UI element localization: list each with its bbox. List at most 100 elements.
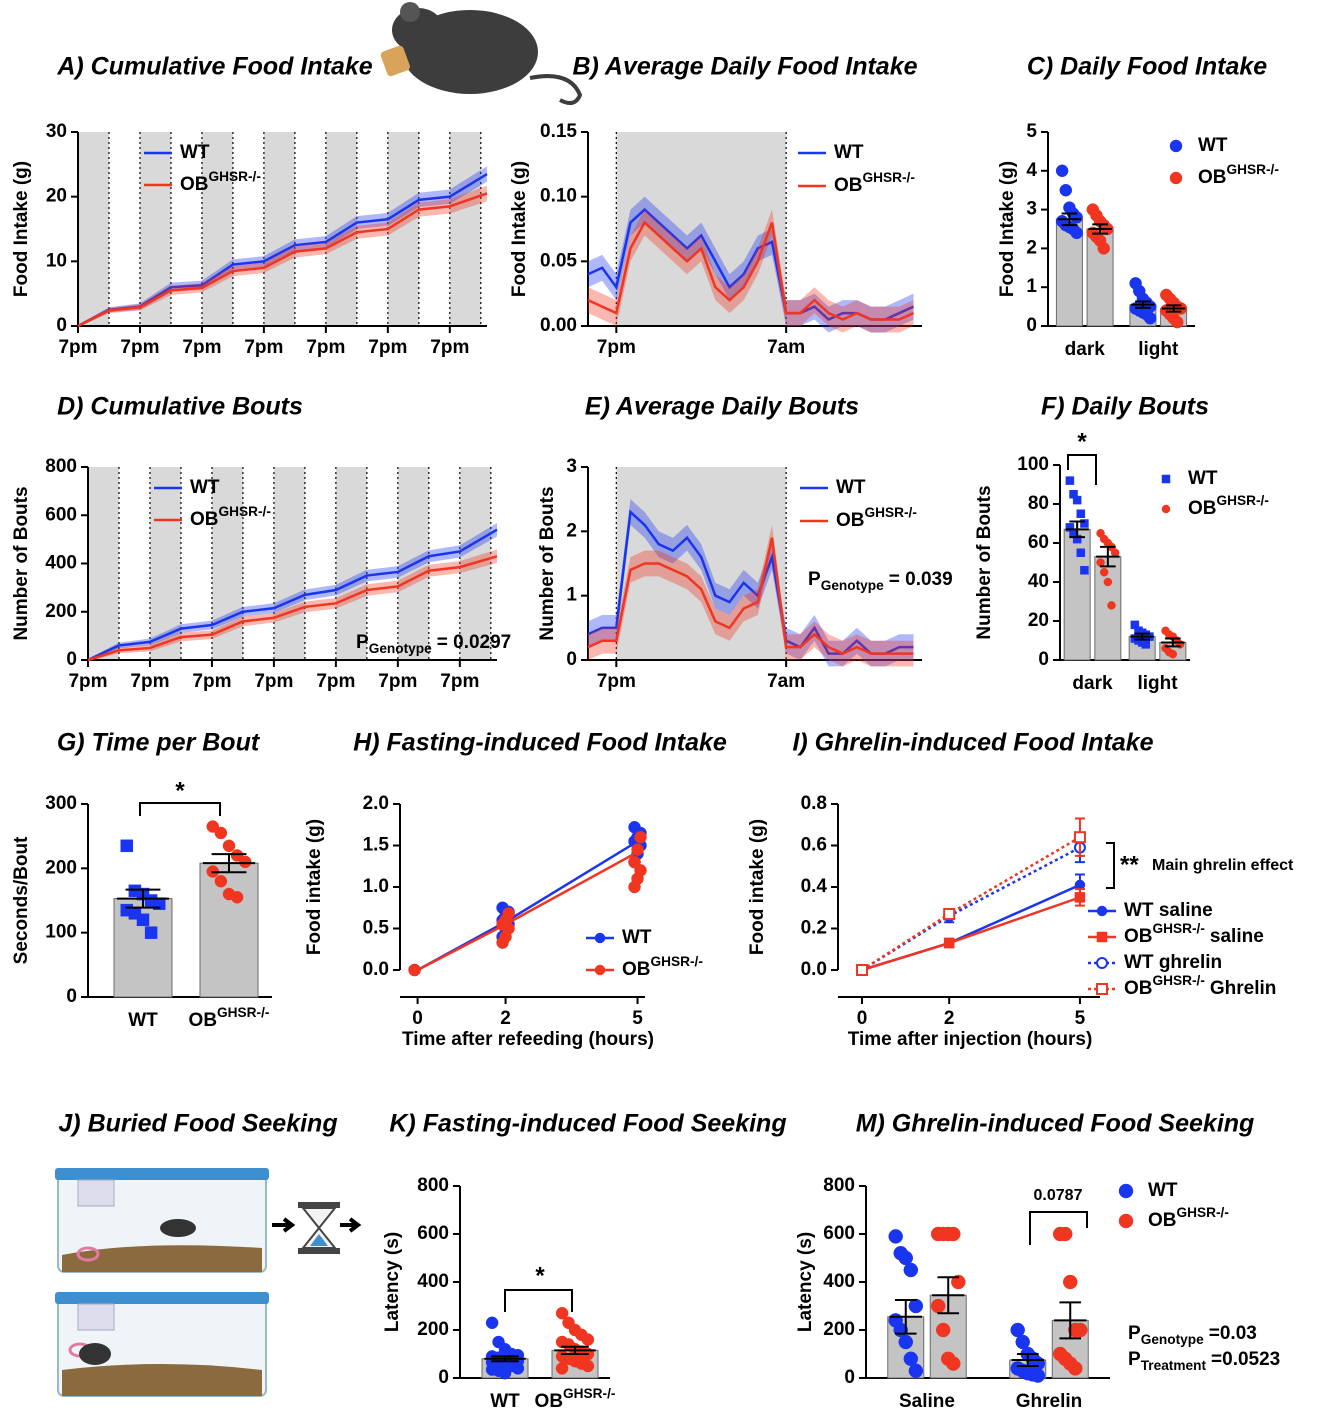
legend-label-part: saline: [1210, 926, 1264, 947]
x-tick-label: 2: [500, 1008, 511, 1029]
x-tick-label: 7pm: [368, 337, 407, 358]
legend-label-part: WT: [1198, 135, 1228, 156]
legend-label-part: WT: [1188, 468, 1218, 489]
x-tick-label: 7pm: [306, 337, 345, 358]
y-tick-label: 1.0: [363, 876, 389, 897]
data-point: [1100, 568, 1108, 576]
y-tick-label: 0.8: [801, 793, 827, 814]
legend-label-part: WT ghrelin: [1124, 952, 1222, 973]
y-tick-label: 0.0: [363, 959, 389, 980]
legend-label: WT: [834, 142, 864, 163]
x-tick-label: 7pm: [378, 671, 417, 692]
legend-label-part: WT: [834, 142, 864, 163]
y-tick-label: 0.15: [540, 121, 577, 142]
data-point: [121, 840, 133, 852]
y-tick-label: 400: [45, 553, 77, 574]
y-axis-label: Seconds/Bout: [11, 836, 32, 964]
legend-label-part: OB: [1148, 1210, 1177, 1231]
legend-label-part: GHSR-/-: [1153, 921, 1205, 936]
x-tick-label: 2: [944, 1008, 955, 1029]
panel-title: G) Time per Bout: [57, 729, 261, 757]
y-tick-label: 20: [46, 186, 67, 207]
data-point: [1171, 316, 1183, 328]
annotation-part: P: [1128, 1349, 1141, 1370]
panel-title: D) Cumulative Bouts: [57, 393, 303, 421]
y-tick-label: 200: [45, 601, 77, 622]
y-axis-label: Food Intake (g): [509, 161, 530, 297]
legend-label-part: OB: [622, 959, 651, 980]
x-tick-label-part: Ghrelin: [1016, 1391, 1083, 1412]
x-tick-label-part: light: [1137, 673, 1178, 694]
bar: [200, 863, 258, 997]
panel-title: M) Ghrelin-induced Food Seeking: [856, 1110, 1255, 1138]
legend-label-part: GHSR-/-: [1177, 1205, 1229, 1220]
data-point: [1104, 578, 1112, 586]
y-tick-label: 1: [1026, 276, 1037, 297]
data-point: [582, 1334, 594, 1346]
legend-marker: [595, 965, 605, 975]
cage-illustration: [55, 1168, 358, 1396]
x-tick-label: 7pm: [68, 671, 107, 692]
y-tick-label: 4: [1026, 160, 1037, 181]
annotation-part: =0.03: [1209, 1323, 1257, 1344]
data-point: [1097, 559, 1105, 567]
x-tick-label-part: GHSR-/-: [217, 1005, 269, 1020]
annotation: 0.0787: [1034, 1187, 1083, 1204]
x-tick-label-part: GHSR-/-: [563, 1386, 615, 1401]
legend-label-part: GHSR-/-: [863, 170, 915, 185]
x-tick-label: 7pm: [58, 337, 97, 358]
data-point: [231, 891, 243, 903]
data-point: [1031, 1369, 1045, 1383]
annotation: PGenotype=0.03: [1128, 1323, 1257, 1347]
series-line: [862, 885, 1080, 970]
annotation-part: = 0.0297: [437, 632, 512, 653]
data-point: [215, 827, 227, 839]
x-tick-label-part: OB: [189, 1010, 218, 1031]
data-point: [1073, 496, 1081, 504]
annotation-part: P: [808, 569, 821, 590]
legend-marker: [1162, 505, 1170, 513]
legend-marker: [1170, 140, 1182, 152]
legend-label-part: OB: [180, 174, 209, 195]
legend-marker: [1097, 932, 1107, 942]
y-tick-label: 0: [1038, 649, 1049, 670]
legend-label-part: Ghrelin: [1210, 978, 1277, 999]
x-tick-label: Saline: [899, 1391, 955, 1412]
annotation: *: [535, 1262, 545, 1289]
y-tick-label: 40: [1028, 571, 1049, 592]
legend-label-part: GHSR-/-: [1227, 162, 1279, 177]
x-tick-label: Ghrelin: [1016, 1391, 1083, 1412]
data-point: [137, 914, 149, 926]
data-point: [1058, 1227, 1072, 1241]
y-tick-label: 800: [45, 456, 77, 477]
y-tick-label: 0: [66, 649, 77, 670]
data-point: [486, 1317, 498, 1329]
legend-marker: [1119, 1184, 1133, 1198]
legend-label-part: WT: [622, 927, 652, 948]
legend-label-part: WT: [180, 142, 210, 163]
y-tick-label: 200: [45, 857, 77, 878]
legend-label: WT saline: [1124, 900, 1213, 921]
legend-label: WT: [622, 927, 652, 948]
x-tick-label: 7am: [767, 671, 805, 692]
y-tick-label: 1.5: [363, 835, 390, 856]
annotation-part: Treatment: [1141, 1358, 1207, 1373]
data-point: [946, 1227, 960, 1241]
data-point: [909, 1364, 923, 1378]
legend-marker: [1097, 906, 1107, 916]
dark-phase: [264, 132, 295, 326]
legend-label-part: GHSR-/-: [651, 954, 703, 969]
dark-phase: [88, 467, 119, 660]
x-tick-label: 0: [412, 1008, 423, 1029]
y-tick-label: 600: [823, 1223, 855, 1244]
y-tick-label: 200: [823, 1319, 855, 1340]
legend-label: OBGHSR-/-Ghrelin: [1124, 973, 1276, 999]
y-tick-label: 0.05: [540, 250, 577, 271]
data-point: [931, 1299, 945, 1313]
data-point: [889, 1229, 903, 1243]
legend-marker: [1170, 172, 1182, 184]
legend-marker: [1097, 958, 1107, 968]
x-tick-label: 5: [632, 1008, 643, 1029]
x-tick-label: dark: [1072, 673, 1113, 694]
y-tick-label: 3: [566, 456, 577, 477]
